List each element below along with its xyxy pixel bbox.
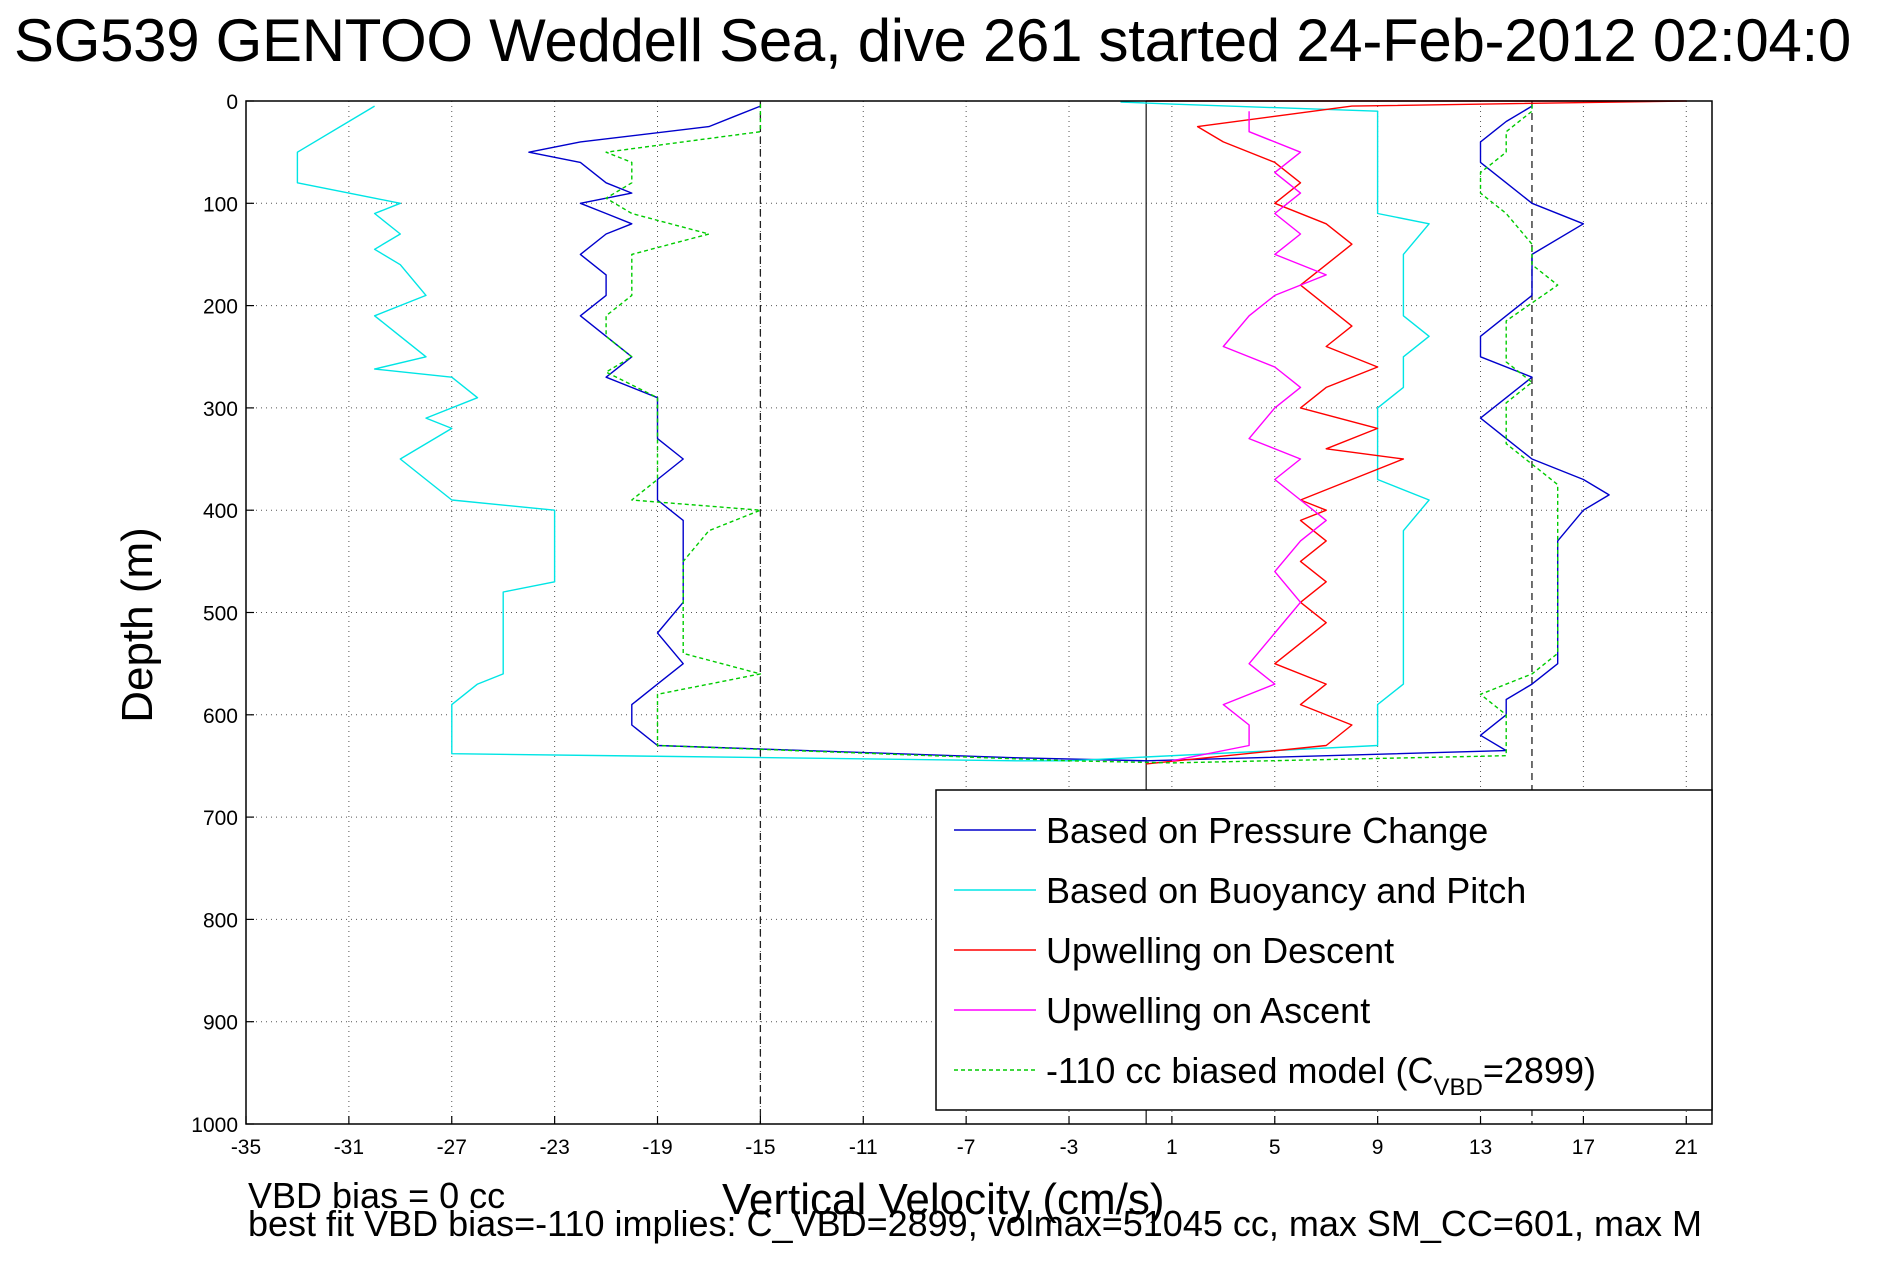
- legend-label-1: Based on Buoyancy and Pitch: [1046, 870, 1526, 911]
- x-axis-label: Vertical Velocity (cm/s): [722, 1175, 1165, 1224]
- footer-bias-text: VBD bias = 0 cc: [248, 1175, 506, 1216]
- series-line-0: [528, 105, 1610, 762]
- axis-ticks: -35 -31 -27 -23 -19 -15 -11 -7 -3 1 5 9 13 17 21010020…: [191, 91, 1698, 1159]
- y-tick-label: 1000: [191, 1114, 238, 1137]
- series-line-3: [1171, 111, 1327, 762]
- legend-box: [935, 789, 1713, 1111]
- legend-label-4: -110 cc biased model (CVBD=2899): [1046, 1050, 1596, 1101]
- x-tick-label: -35: [231, 1136, 261, 1159]
- x-tick-label: 1: [1166, 1136, 1178, 1159]
- x-tick-label: -31: [334, 1136, 364, 1159]
- x-tick-label: -7: [957, 1136, 976, 1159]
- legend: Based on Pressure Change Based on Buoyanc…: [935, 789, 1713, 1111]
- x-tick-label: 21: [1675, 1136, 1698, 1159]
- legend-label-3: Upwelling on Ascent: [1046, 990, 1370, 1031]
- x-tick-label: -3: [1060, 1136, 1079, 1159]
- x-tick-label: -23: [539, 1136, 569, 1159]
- x-tick-label: 5: [1269, 1136, 1281, 1159]
- x-tick-label: -15: [745, 1136, 775, 1159]
- series-line-1: [296, 101, 1430, 762]
- y-tick-label: 500: [203, 603, 238, 626]
- legend-label-pre: -110 cc biased model (C: [1046, 1050, 1434, 1091]
- footer-fit-text: best fit VBD bias=-110 implies: C_VBD=28…: [248, 1203, 1702, 1244]
- y-tick-label: 300: [203, 398, 238, 421]
- x-tick-label: -11: [849, 1136, 878, 1159]
- x-tick-label: 9: [1372, 1136, 1384, 1159]
- legend-label-sub: VBD: [1434, 1074, 1483, 1101]
- series-line-4: [605, 104, 1559, 764]
- legend-label-2: Upwelling on Descent: [1046, 930, 1394, 971]
- legend-label-0: Based on Pressure Change: [1046, 810, 1488, 851]
- y-tick-label: 0: [226, 91, 238, 114]
- series-lines: [296, 100, 1688, 765]
- y-tick-label: 800: [203, 909, 238, 932]
- x-tick-label: -19: [642, 1136, 672, 1159]
- x-tick-label: 13: [1469, 1136, 1492, 1159]
- legend-label-post: =2899): [1483, 1050, 1596, 1091]
- y-tick-label: 100: [203, 193, 238, 216]
- y-tick-label: 400: [203, 500, 238, 523]
- y-axis-label: Depth (m): [113, 527, 162, 723]
- series-line-2: [1146, 100, 1688, 765]
- x-tick-label: -27: [437, 1136, 467, 1159]
- y-tick-label: 900: [203, 1012, 238, 1035]
- chart-title: SG539 GENTOO Weddell Sea, dive 261 start…: [14, 7, 1851, 74]
- y-tick-label: 700: [203, 807, 238, 830]
- y-tick-label: 600: [203, 705, 238, 728]
- y-tick-label: 200: [203, 296, 238, 319]
- x-tick-label: 17: [1572, 1136, 1595, 1159]
